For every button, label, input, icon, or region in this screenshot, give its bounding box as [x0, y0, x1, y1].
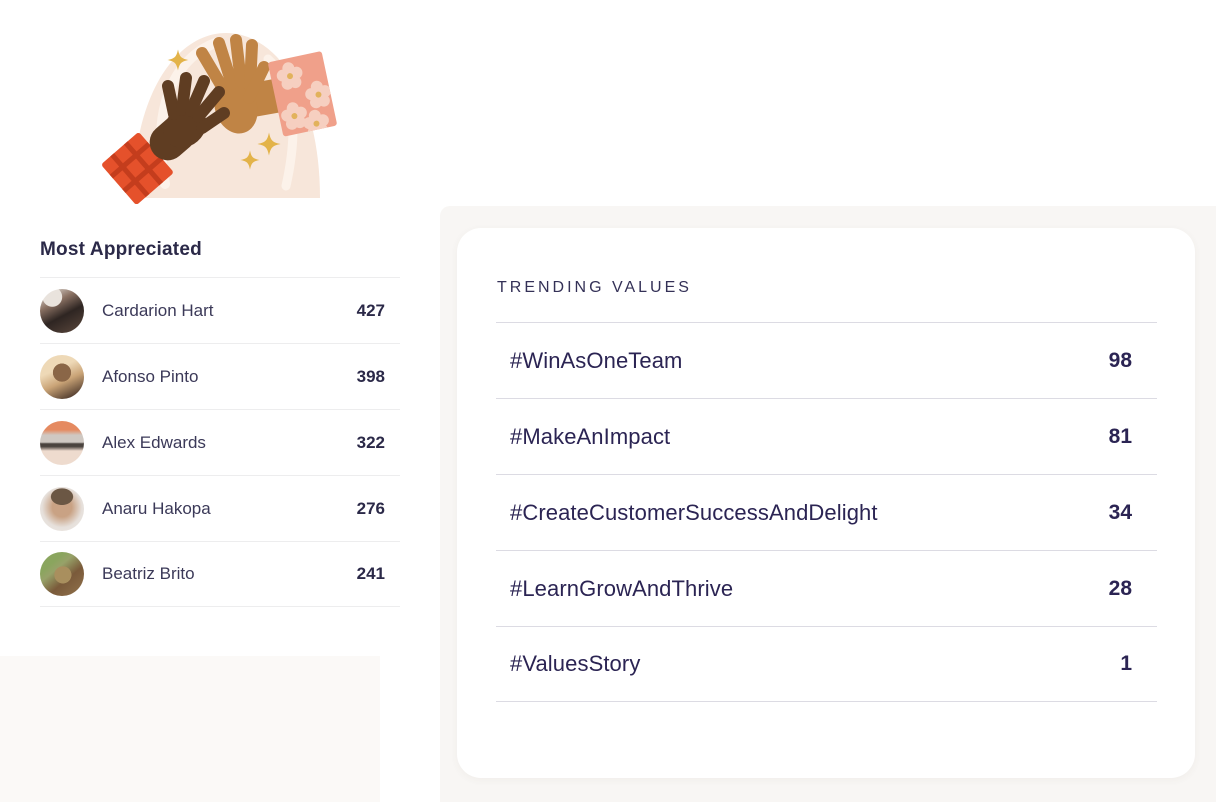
trending-values-title: TRENDING VALUES: [497, 279, 692, 296]
appreciation-count: 276: [356, 498, 385, 518]
most-appreciated-list: Cardarion Hart 427 Afonso Pinto 398 Alex…: [40, 277, 400, 607]
person-row[interactable]: Alex Edwards 322: [40, 409, 400, 475]
avatar: [40, 354, 84, 399]
value-count: 1: [1120, 652, 1132, 675]
value-hashtag: #ValuesStory: [510, 651, 641, 676]
value-count: 98: [1108, 348, 1132, 372]
value-hashtag: #CreateCustomerSuccessAndDelight: [510, 499, 878, 525]
dark-hand: [102, 72, 230, 204]
most-appreciated-section: Most Appreciated Cardarion Hart 427 Afon…: [40, 238, 400, 607]
avatar: [40, 420, 84, 465]
appreciation-count: 322: [356, 432, 385, 452]
floral-cuff: [268, 51, 337, 137]
next-section-edge: [0, 656, 380, 802]
avatar: [40, 486, 84, 531]
value-hashtag: #MakeAnImpact: [510, 423, 671, 449]
person-row[interactable]: Afonso Pinto 398: [40, 343, 400, 409]
appreciation-count: 427: [356, 300, 385, 320]
trending-value-row[interactable]: #WinAsOneTeam 98: [496, 322, 1157, 398]
sparkle-icon: [167, 49, 281, 170]
person-row[interactable]: Beatriz Brito 241: [40, 541, 400, 607]
person-row[interactable]: Anaru Hakopa 276: [40, 475, 400, 541]
appreciation-count: 398: [356, 366, 385, 386]
most-appreciated-title: Most Appreciated: [40, 239, 202, 260]
high-five-illustration: [102, 33, 337, 204]
trending-values-list: #WinAsOneTeam 98 #MakeAnImpact 81 #Creat…: [496, 322, 1157, 702]
person-name: Cardarion Hart: [102, 300, 214, 320]
appreciation-count: 241: [356, 564, 385, 583]
trending-value-row[interactable]: #LearnGrowAndThrive 28: [496, 550, 1157, 626]
person-name: Afonso Pinto: [102, 366, 199, 386]
trending-value-row[interactable]: #CreateCustomerSuccessAndDelight 34: [496, 474, 1157, 550]
avatar: [40, 552, 84, 596]
trending-values-card: TRENDING VALUES #WinAsOneTeam 98 #MakeAn…: [457, 228, 1195, 778]
avatar: [40, 288, 84, 333]
trending-value-row[interactable]: #MakeAnImpact 81: [496, 398, 1157, 474]
person-name: Beatriz Brito: [102, 564, 195, 583]
value-hashtag: #LearnGrowAndThrive: [510, 575, 734, 601]
value-hashtag: #WinAsOneTeam: [510, 347, 683, 373]
person-row[interactable]: Cardarion Hart 427: [40, 277, 400, 343]
trending-values-panel: TRENDING VALUES #WinAsOneTeam 98 #MakeAn…: [440, 206, 1216, 802]
person-name: Anaru Hakopa: [102, 498, 211, 518]
person-name: Alex Edwards: [102, 432, 206, 452]
value-count: 34: [1108, 500, 1132, 524]
value-count: 28: [1108, 576, 1132, 600]
trending-value-row[interactable]: #ValuesStory 1: [496, 626, 1157, 702]
value-count: 81: [1108, 424, 1132, 448]
